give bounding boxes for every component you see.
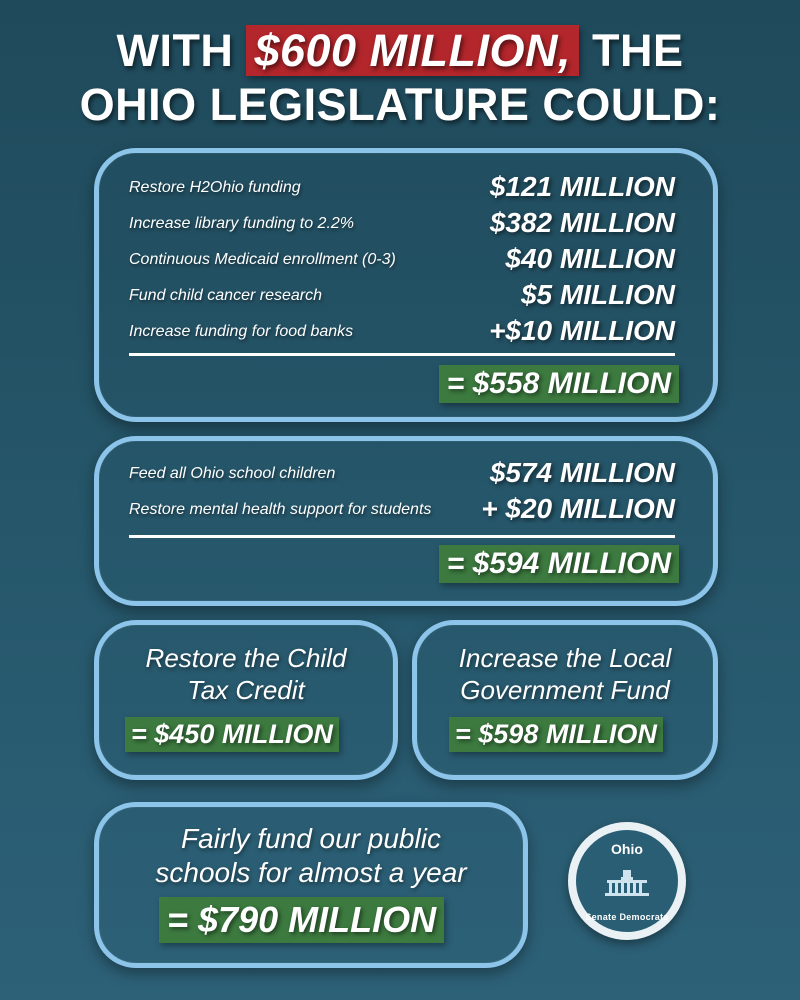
total-amount: = $558 MILLION <box>438 365 679 403</box>
sum-divider <box>129 353 675 356</box>
item-amount: + $20 MILLION <box>481 493 675 524</box>
list-item: Feed all Ohio school children $574 MILLI… <box>129 457 675 489</box>
list-item: Increase funding for food banks +$10 MIL… <box>129 315 675 347</box>
ohio-senate-democrats-logo: Ohio Senate Democrats <box>568 822 686 940</box>
title-line-1: WITH $600 MILLION, THE <box>0 24 800 78</box>
item-label: Restore mental health support for studen… <box>129 500 432 518</box>
logo-top-text: Ohio <box>611 841 643 857</box>
list-item: Restore H2Ohio funding $121 MILLION <box>129 171 675 203</box>
item-amount: $121 MILLION <box>489 171 675 202</box>
list-item: Continuous Medicaid enrollment (0-3) $40… <box>129 243 675 275</box>
budget-box-1: Restore H2Ohio funding $121 MILLION Incr… <box>94 148 718 422</box>
item-label: Increase library funding to 2.2% <box>129 214 355 232</box>
sum-divider <box>129 535 675 538</box>
total-amount: = $450 MILLION <box>125 717 339 752</box>
list-item: Fund child cancer research $5 MILLION <box>129 279 675 311</box>
item-amount: $574 MILLION <box>489 457 675 488</box>
budget-box-2: Feed all Ohio school children $574 MILLI… <box>94 436 718 606</box>
box-label-line-1: Restore the Child <box>145 643 347 673</box>
item-label: Increase funding for food banks <box>129 322 354 340</box>
item-label: Continuous Medicaid enrollment (0-3) <box>129 250 396 268</box>
total-amount: = $598 MILLION <box>449 717 663 752</box>
title-highlight: $600 MILLION, <box>246 25 580 76</box>
total-amount: = $594 MILLION <box>438 545 679 583</box>
public-schools-box: Fairly fund our public schools for almos… <box>94 802 528 968</box>
title-prefix: WITH <box>116 25 247 76</box>
total-amount: = $790 MILLION <box>159 897 445 943</box>
page-title: WITH $600 MILLION, THE OHIO LEGISLATURE … <box>0 24 800 132</box>
box-label-line-1: Fairly fund our public <box>181 823 441 854</box>
list-item: Increase library funding to 2.2% $382 MI… <box>129 207 675 239</box>
local-government-fund-box: Increase the Local Government Fund = $59… <box>412 620 718 780</box>
box-label-line-2: schools for almost a year <box>155 857 467 888</box>
box-label-line-2: Government Fund <box>460 675 670 705</box>
item-amount: $40 MILLION <box>505 243 675 274</box>
box-label-line-2: Tax Credit <box>187 675 305 705</box>
list-item: Restore mental health support for studen… <box>129 493 675 525</box>
title-line-2: OHIO LEGISLATURE COULD: <box>79 79 721 130</box>
logo-inner: Ohio Senate Democrats <box>576 830 678 932</box>
child-tax-credit-box: Restore the Child Tax Credit = $450 MILL… <box>94 620 398 780</box>
item-label: Feed all Ohio school children <box>129 464 336 482</box>
box-label-line-1: Increase the Local <box>458 643 672 673</box>
item-amount: $5 MILLION <box>520 279 675 310</box>
logo-bottom-text: Senate Democrats <box>585 912 669 922</box>
title-suffix: THE <box>579 25 684 76</box>
statehouse-icon <box>605 870 649 896</box>
item-label: Fund child cancer research <box>129 286 322 304</box>
item-label: Restore H2Ohio funding <box>129 178 301 196</box>
item-amount: $382 MILLION <box>489 207 675 238</box>
item-amount: +$10 MILLION <box>489 315 675 346</box>
